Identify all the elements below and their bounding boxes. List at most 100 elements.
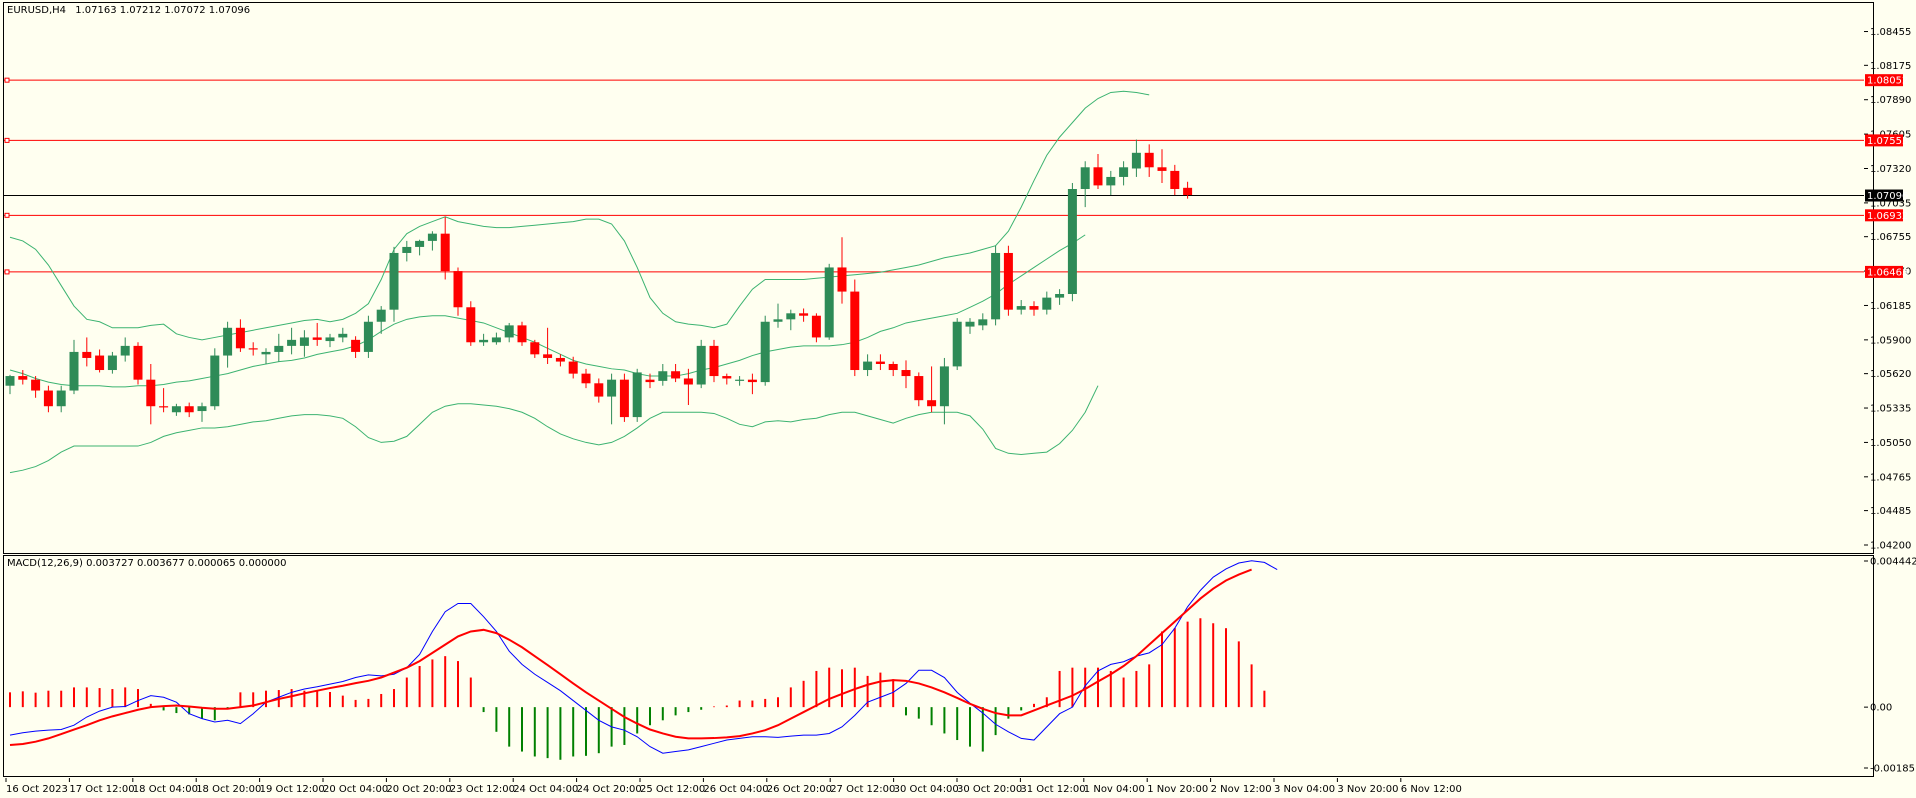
y-tick-label: 1.05620 bbox=[1870, 369, 1911, 380]
candle bbox=[82, 337, 92, 367]
candle-body bbox=[927, 400, 937, 407]
candle bbox=[351, 336, 361, 358]
candle bbox=[607, 373, 617, 425]
candle bbox=[1093, 154, 1103, 190]
x-tick-label: 30 Oct 20:00 bbox=[957, 784, 1022, 795]
candle-body bbox=[491, 337, 501, 343]
bollinger-lower-line bbox=[9, 385, 1099, 474]
candle-body bbox=[235, 327, 245, 349]
candle-body bbox=[1170, 170, 1180, 190]
candle bbox=[5, 374, 15, 395]
ohlc-label: 1.07163 1.07212 1.07072 1.07096 bbox=[75, 5, 251, 16]
candle-body bbox=[607, 379, 617, 397]
candle-body bbox=[1042, 297, 1052, 310]
candle bbox=[274, 333, 284, 362]
candle-body bbox=[440, 233, 450, 272]
candle bbox=[696, 339, 706, 389]
bollinger-middle-line bbox=[9, 234, 1086, 388]
candle-body bbox=[978, 319, 988, 326]
candle bbox=[594, 378, 604, 403]
candle bbox=[1144, 144, 1154, 177]
x-tick-label: 19 Oct 12:00 bbox=[260, 784, 325, 795]
candle bbox=[479, 333, 489, 346]
candle-body bbox=[1131, 152, 1141, 169]
candle bbox=[491, 332, 501, 345]
candle-body bbox=[1106, 176, 1116, 186]
candle-body bbox=[312, 337, 322, 340]
candle bbox=[504, 322, 514, 343]
candle bbox=[440, 216, 450, 280]
candle bbox=[261, 348, 271, 364]
x-tick-label: 24 Oct 20:00 bbox=[577, 784, 642, 795]
candle bbox=[965, 318, 975, 334]
candle-body bbox=[504, 325, 514, 338]
candle-body bbox=[773, 319, 783, 322]
candle-body bbox=[1080, 167, 1090, 190]
candle bbox=[1042, 291, 1052, 315]
candle-body bbox=[1119, 167, 1129, 177]
x-tick-label: 31 Oct 12:00 bbox=[1020, 784, 1085, 795]
candle-body bbox=[939, 366, 949, 407]
candle-body bbox=[69, 351, 79, 391]
x-tick-label: 18 Oct 04:00 bbox=[133, 784, 198, 795]
candle-body bbox=[1029, 306, 1039, 310]
x-tick-label: 6 Nov 12:00 bbox=[1401, 784, 1462, 795]
macd-y-tick-label: 0.00 bbox=[1870, 703, 1892, 714]
candle-body bbox=[683, 378, 693, 385]
price-tag bbox=[1865, 189, 1903, 202]
candle bbox=[1170, 164, 1180, 196]
candle-body bbox=[671, 371, 681, 379]
price-chart-svg[interactable]: 1.084551.081751.078901.076051.073201.070… bbox=[4, 3, 1911, 555]
candle bbox=[133, 342, 143, 385]
candle bbox=[927, 366, 937, 413]
candle-body bbox=[965, 321, 975, 327]
candle-body bbox=[517, 325, 527, 343]
candle bbox=[952, 318, 962, 371]
candle bbox=[1080, 161, 1090, 208]
x-tick-label: 20 Oct 20:00 bbox=[386, 784, 451, 795]
candle bbox=[811, 313, 821, 343]
candle-body bbox=[658, 371, 668, 381]
price-pane[interactable]: 1.084551.081751.078901.076051.073201.070… bbox=[3, 2, 1911, 555]
price-tag bbox=[1865, 209, 1903, 222]
candle-body bbox=[389, 252, 399, 310]
candle-body bbox=[709, 345, 719, 377]
candle-body bbox=[786, 313, 796, 320]
candle-body bbox=[555, 357, 565, 362]
candle-body bbox=[1055, 293, 1065, 298]
candle-body bbox=[197, 406, 207, 412]
y-tick-label: 1.07890 bbox=[1870, 95, 1911, 106]
level-handle bbox=[4, 212, 10, 218]
candle-body bbox=[402, 246, 412, 253]
candle-body bbox=[914, 376, 924, 401]
candle-body bbox=[594, 383, 604, 397]
candle bbox=[325, 333, 335, 348]
candle bbox=[837, 237, 847, 304]
macd-pane[interactable]: 0.004442 0.00 -0.00185 MACD(12,26,9) 0.003… bbox=[3, 555, 1916, 778]
candle-body bbox=[568, 361, 578, 374]
candle-body bbox=[43, 390, 53, 407]
candle-body bbox=[5, 376, 15, 386]
candle bbox=[901, 360, 911, 389]
macd-line bbox=[9, 560, 1278, 754]
candle-body bbox=[133, 345, 143, 380]
macd-y-tick-label: -0.00185 bbox=[1870, 764, 1915, 775]
candle bbox=[56, 385, 66, 413]
candle bbox=[1067, 182, 1077, 302]
candle bbox=[1016, 300, 1026, 315]
candle bbox=[709, 339, 719, 383]
bollinger-upper-line bbox=[9, 90, 1150, 341]
candle bbox=[427, 231, 437, 251]
candle bbox=[171, 403, 181, 416]
candle bbox=[735, 376, 745, 386]
candle-body bbox=[863, 361, 873, 371]
chart-header: EURUSD,H4 1.07163 1.07212 1.07072 1.0709… bbox=[7, 5, 250, 16]
macd-chart-svg[interactable]: 0.004442 0.00 -0.00185 bbox=[4, 556, 1916, 778]
candle bbox=[1003, 245, 1013, 316]
candle-body bbox=[146, 379, 156, 407]
candle bbox=[863, 354, 873, 377]
candle bbox=[581, 368, 591, 389]
price-tag bbox=[1865, 74, 1903, 87]
candle-body bbox=[619, 379, 629, 418]
